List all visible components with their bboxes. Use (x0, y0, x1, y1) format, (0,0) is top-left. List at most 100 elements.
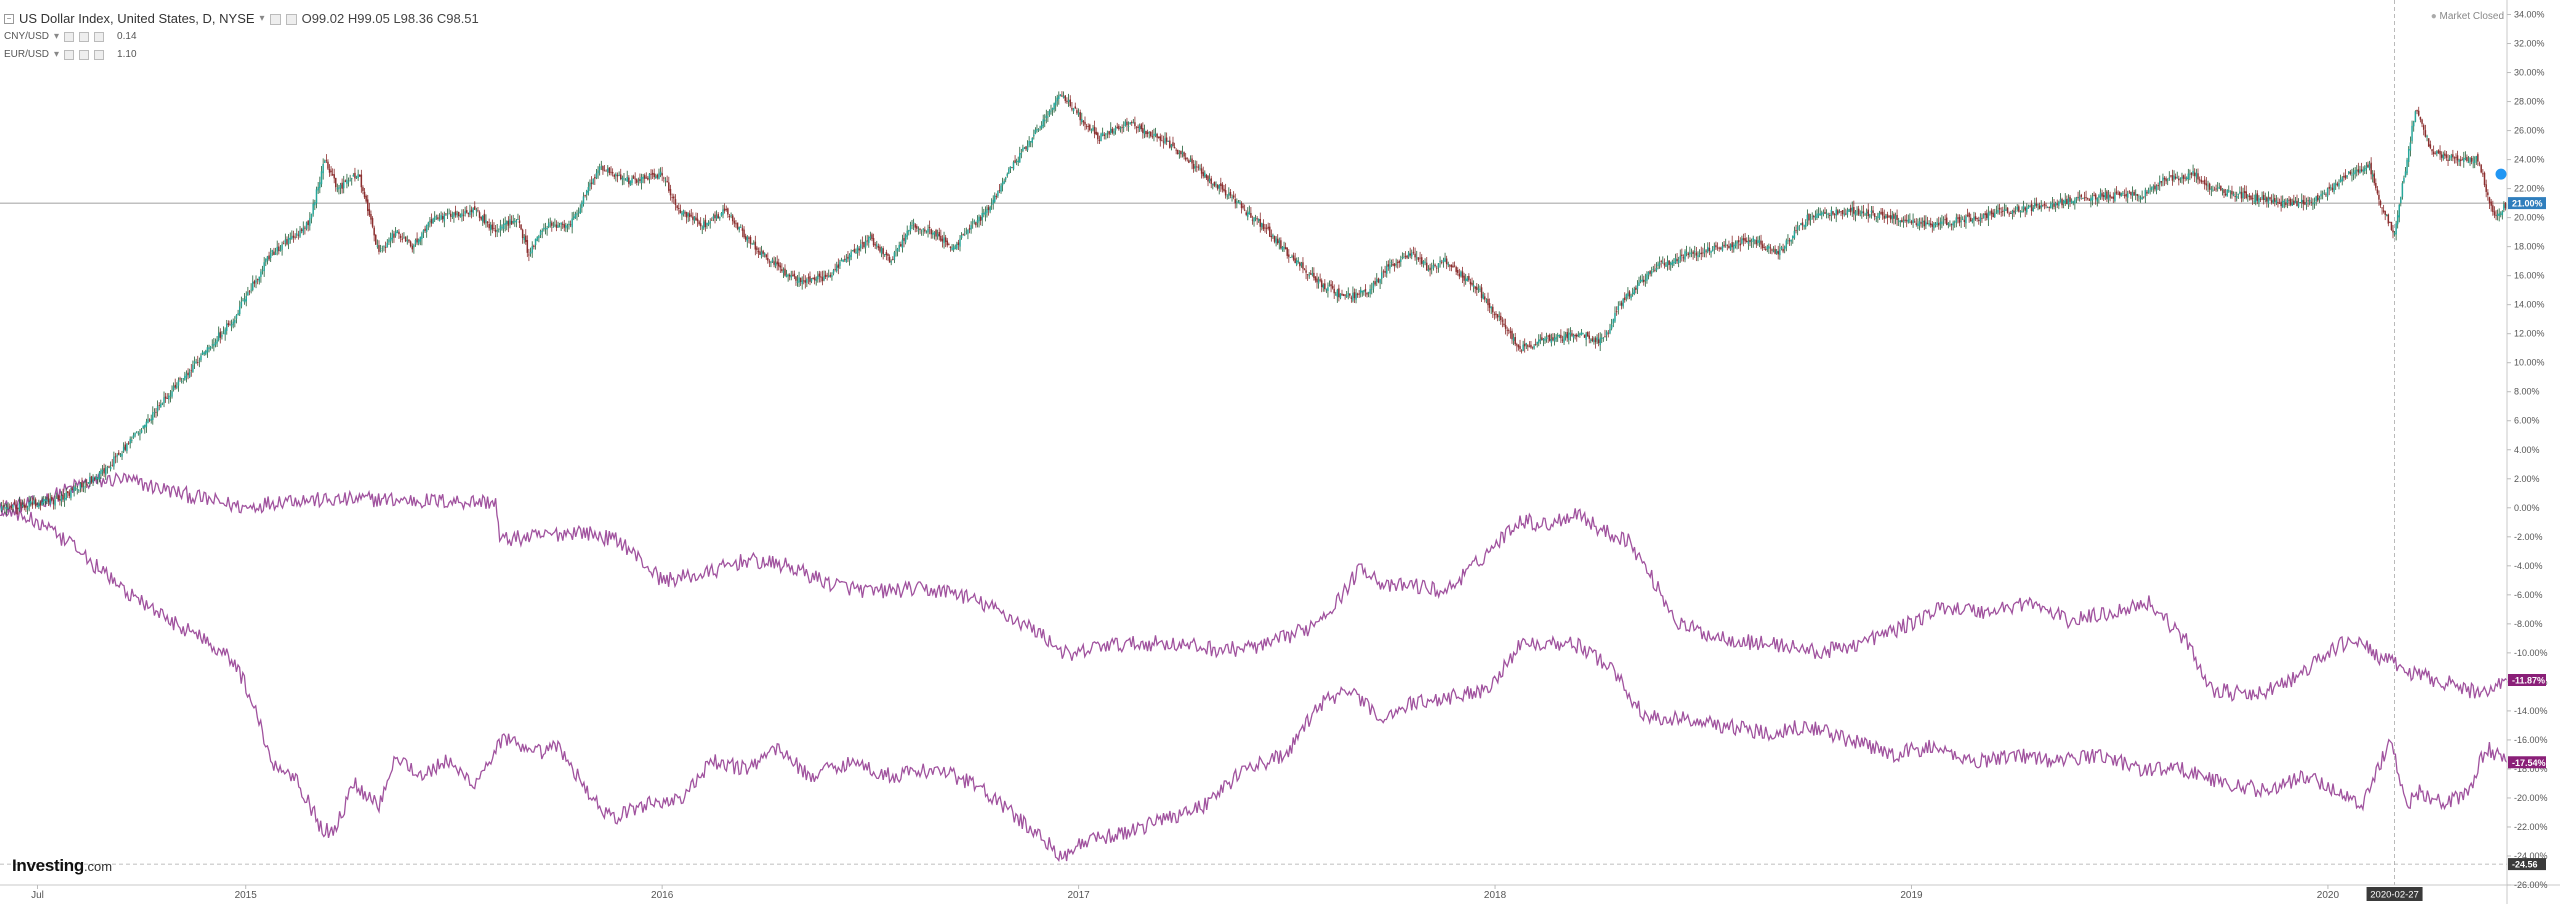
settings-icon[interactable] (64, 50, 75, 60)
price-alert-icon[interactable] (2495, 168, 2507, 180)
candle-body (2325, 194, 2327, 196)
collapse-icon[interactable]: − (4, 14, 14, 24)
candle-body (728, 215, 731, 218)
close-icon[interactable] (94, 50, 105, 60)
candle-body (1553, 337, 1556, 342)
candle-body (1034, 129, 1037, 134)
candle-body (850, 251, 852, 258)
candle-body (1987, 212, 1990, 220)
candle-body (399, 235, 402, 238)
candle-body (879, 246, 881, 252)
y-tick-label: -14.00% (2514, 706, 2548, 716)
candle-body (541, 230, 543, 232)
close-icon[interactable] (94, 32, 105, 42)
candle-body (38, 502, 40, 508)
candle-body (2235, 195, 2238, 199)
candle-body (1192, 163, 1195, 169)
candle-body (409, 241, 412, 247)
candle-body (751, 243, 753, 245)
candle-body (2034, 203, 2036, 207)
candle-body (2208, 183, 2211, 190)
candle-body (2154, 185, 2156, 190)
candle-body (121, 453, 123, 457)
candle-body (90, 476, 93, 483)
candle-body (2094, 194, 2097, 200)
candle-body (1700, 252, 1703, 255)
candle-body (23, 504, 26, 508)
candle-body (1783, 246, 1786, 250)
chevron-down-icon[interactable]: ▾ (259, 13, 265, 24)
candle-body (358, 174, 361, 177)
candle-body (164, 396, 167, 399)
main-series-legend[interactable]: − US Dollar Index, United States, D, NYS… (4, 10, 479, 28)
candle-body (1746, 240, 1748, 242)
candle-body (2064, 199, 2066, 203)
candle-body (741, 228, 744, 231)
candle-body (2248, 195, 2251, 198)
candle-body (413, 244, 415, 248)
candle-body (2, 505, 4, 507)
candle-body (1805, 221, 1807, 228)
candle-body (1359, 289, 1362, 294)
candle-body (1547, 335, 1549, 337)
candle-body (1311, 273, 1314, 275)
candle-body (2228, 190, 2230, 191)
settings-icon[interactable] (64, 32, 75, 42)
candle-body (1963, 219, 1966, 222)
visibility-icon[interactable] (79, 50, 90, 60)
candle-body (279, 249, 282, 252)
candle-body (168, 395, 170, 400)
candle-body (333, 174, 335, 179)
candle-body (265, 259, 267, 263)
candle-body (2026, 207, 2028, 213)
candle-body (573, 216, 575, 219)
y-tick-label: -18.00% (2514, 764, 2548, 774)
compare-legend-cny[interactable]: CNY/USD ▾ 0.14 (4, 28, 479, 46)
candle-body (563, 224, 566, 228)
candle-body (715, 215, 718, 219)
candle-body (124, 444, 127, 450)
candle-body (435, 216, 438, 217)
candle-body (1090, 130, 1093, 131)
candle-body (864, 240, 867, 248)
candle-body (2498, 213, 2500, 216)
candle-body (2463, 158, 2465, 162)
candle-body (648, 173, 651, 179)
candle-body (1189, 160, 1192, 162)
candle-body (2393, 233, 2396, 235)
candle-body (904, 235, 907, 243)
candle-body (344, 180, 347, 182)
candle-body (1450, 264, 1453, 268)
chevron-down-icon[interactable]: ▾ (54, 31, 60, 42)
candle-body (1322, 284, 1325, 289)
candle-body (1262, 223, 1265, 230)
candle-body (1536, 341, 1538, 345)
candle-body (1417, 257, 1420, 260)
candle-body (268, 255, 270, 260)
candle-body (1364, 288, 1367, 292)
candle-body (1143, 129, 1146, 135)
settings-icon[interactable] (269, 13, 281, 25)
candle-body (2455, 157, 2457, 159)
candle-body (1641, 279, 1643, 281)
visibility-icon[interactable] (79, 32, 90, 42)
candle-body (17, 507, 19, 510)
chevron-down-icon[interactable]: ▾ (54, 49, 60, 60)
candle-body (2058, 201, 2060, 206)
candle-body (597, 170, 599, 174)
candle-body (1276, 238, 1279, 244)
candle-body (2128, 191, 2131, 193)
compare-legend-eur[interactable]: EUR/USD ▾ 1.10 (4, 46, 479, 64)
candle-body (2190, 172, 2193, 175)
candle-body (227, 323, 230, 326)
visibility-icon[interactable] (285, 13, 297, 25)
candle-body (76, 489, 79, 491)
candle-body (515, 220, 518, 223)
candle-body (1280, 240, 1282, 249)
candle-body (1905, 220, 1908, 222)
candle-body (2338, 183, 2340, 187)
candle-body (1602, 337, 1605, 339)
candle-body (1014, 160, 1016, 163)
